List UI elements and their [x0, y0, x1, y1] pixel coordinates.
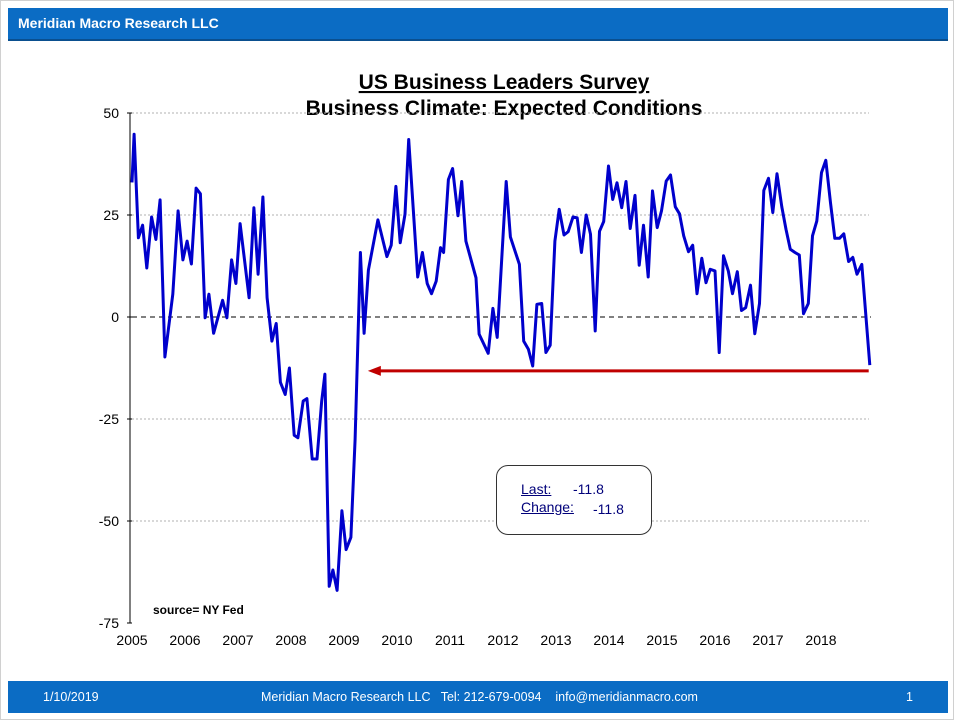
- x-tick-label: 2006: [169, 632, 200, 648]
- y-tick-label: 0: [111, 309, 119, 325]
- x-tick-label: 2018: [805, 632, 836, 648]
- x-tick-label: 2017: [752, 632, 783, 648]
- summary-box: Last: -11.8 Change: -11.8: [496, 465, 652, 535]
- footer-date: 1/10/2019: [43, 690, 99, 704]
- chart-subtitle: Business Climate: Expected Conditions: [306, 97, 703, 120]
- x-tick-label: 2014: [593, 632, 624, 648]
- footer-contact: Meridian Macro Research LLC Tel: 212-679…: [261, 690, 698, 704]
- x-tick-label: 2008: [275, 632, 306, 648]
- y-tick-label: -25: [99, 411, 119, 427]
- annotation-arrow-head: [367, 365, 381, 376]
- footer-bar: 1/10/2019 Meridian Macro Research LLC Te…: [8, 681, 948, 713]
- x-tick-label: 2010: [381, 632, 412, 648]
- y-tick-label: 50: [103, 105, 119, 121]
- company-name: Meridian Macro Research LLC: [18, 15, 219, 31]
- source-note: source= NY Fed: [153, 603, 244, 617]
- x-tick-label: 2016: [699, 632, 730, 648]
- last-value: -11.8: [573, 481, 604, 497]
- x-tick-label: 2013: [540, 632, 571, 648]
- x-tick-label: 2011: [435, 632, 465, 648]
- x-tick-label: 2015: [646, 632, 677, 648]
- y-tick-label: 25: [103, 207, 119, 223]
- x-tick-label: 2009: [328, 632, 359, 648]
- change-label: Change:: [521, 499, 574, 515]
- last-label: Last:: [521, 481, 552, 497]
- x-tick-label: 2012: [487, 632, 518, 648]
- y-tick-label: -75: [99, 615, 119, 631]
- y-tick-label: -50: [99, 513, 119, 529]
- change-value: -11.8: [593, 501, 624, 517]
- header-bar: Meridian Macro Research LLC: [8, 8, 948, 41]
- x-tick-label: 2007: [222, 632, 253, 648]
- series-line: [130, 132, 872, 592]
- chart-title: US Business Leaders Survey: [359, 71, 650, 94]
- x-tick-label: 2005: [116, 632, 147, 648]
- footer-page-number: 1: [906, 690, 913, 704]
